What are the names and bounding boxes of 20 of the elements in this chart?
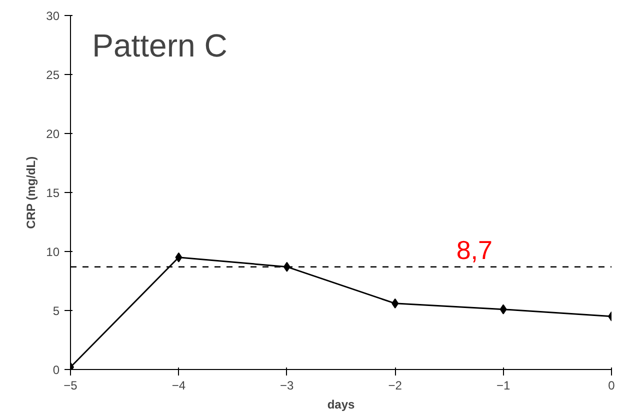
y-tick-label: 15 <box>46 186 60 200</box>
ref-line-label: 8,7 <box>456 234 492 265</box>
x-axis-title: days <box>327 398 355 412</box>
x-tick-label: −2 <box>388 378 402 392</box>
x-tick-label: −1 <box>496 378 510 392</box>
y-tick-label: 0 <box>52 363 60 377</box>
y-tick-label: 25 <box>46 68 60 82</box>
y-tick-label: 20 <box>46 127 60 141</box>
x-tick-label: −5 <box>64 378 78 392</box>
point <box>500 304 507 314</box>
annotation: Pattern C <box>92 27 228 64</box>
x-tick-label: 0 <box>608 378 616 392</box>
x-tick-label: −3 <box>280 378 294 392</box>
point <box>175 252 182 262</box>
y-tick-label: 30 <box>46 9 60 23</box>
x-tick-label: −4 <box>172 378 186 392</box>
point <box>392 298 399 308</box>
y-axis-title: CRP (mg/dL) <box>24 156 38 229</box>
y-tick-label: 5 <box>52 304 60 318</box>
y-tick-label: 10 <box>46 245 60 259</box>
